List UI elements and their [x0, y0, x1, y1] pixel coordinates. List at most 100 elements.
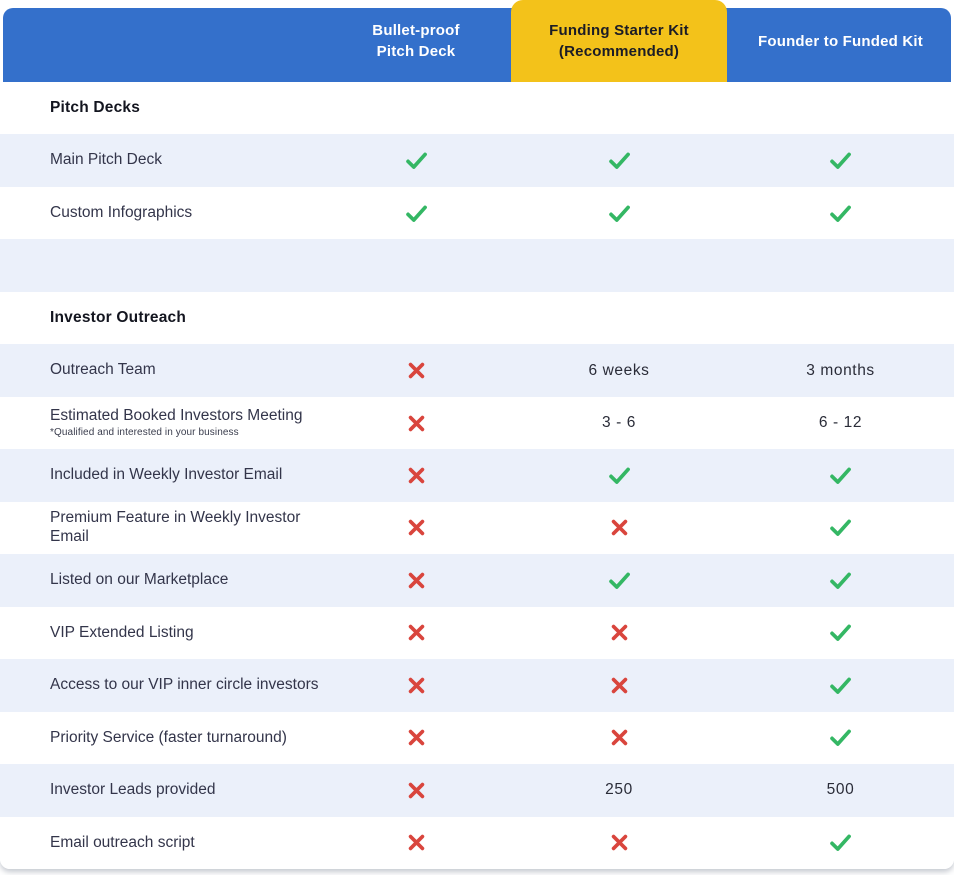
- feature-value-cell: [511, 833, 727, 852]
- feature-row: Investor Leads provided 250 500: [0, 764, 954, 817]
- feature-value-cell: [727, 200, 954, 227]
- feature-row: Outreach Team 6 weeks 3 months: [0, 344, 954, 397]
- recommended-plan-tab: [511, 0, 727, 82]
- feature-label-cell: Included in Weekly Investor Email: [0, 466, 321, 485]
- feature-value-cell: 6 - 12: [727, 414, 954, 432]
- cross-icon: [407, 571, 426, 590]
- feature-value-cell: [727, 147, 954, 174]
- feature-label: Priority Service (faster turnaround): [50, 728, 287, 746]
- plan-column-header-founder-to-funded-kit: Founder to Funded Kit: [757, 32, 923, 50]
- check-icon: [606, 147, 633, 174]
- cross-icon: [407, 361, 426, 380]
- feature-value-cell: [321, 414, 511, 433]
- check-icon: [403, 147, 430, 174]
- feature-value-text: 3 months: [806, 361, 875, 379]
- feature-value-cell: 6 weeks: [511, 362, 727, 380]
- feature-value-cell: [727, 462, 954, 489]
- feature-label-cell: Investor Leads provided: [0, 781, 321, 800]
- cross-icon: [407, 518, 426, 537]
- feature-value-cell: [511, 518, 727, 537]
- feature-value-cell: [511, 623, 727, 642]
- check-icon: [827, 462, 854, 489]
- feature-value-text: 250: [605, 781, 633, 799]
- section-title-row: Pitch Decks: [0, 82, 954, 135]
- feature-value-cell: 500: [727, 781, 954, 799]
- feature-label-cell: VIP Extended Listing: [0, 624, 321, 643]
- feature-sublabel: *Qualified and interested in your busine…: [50, 427, 239, 439]
- header-background-bar: [3, 8, 951, 82]
- feature-label-cell: Outreach Team: [0, 361, 321, 380]
- feature-value-cell: [727, 619, 954, 646]
- feature-value-cell: [321, 676, 511, 695]
- feature-value-cell: [321, 200, 511, 227]
- feature-row: Custom Infographics: [0, 186, 954, 240]
- section-title: Pitch Decks: [50, 98, 141, 116]
- cross-icon: [610, 676, 629, 695]
- feature-row: Included in Weekly Investor Email: [0, 449, 954, 502]
- feature-value-cell: [321, 518, 511, 537]
- feature-label: Included in Weekly Investor Email: [50, 466, 283, 484]
- cross-icon: [610, 728, 629, 747]
- feature-value-cell: [511, 147, 727, 174]
- cross-icon: [407, 676, 426, 695]
- cross-icon: [610, 518, 629, 537]
- feature-value-cell: [321, 571, 511, 590]
- check-icon: [827, 200, 854, 227]
- feature-label-cell: Access to our VIP inner circle investors: [0, 676, 321, 695]
- feature-value-cell: 3 - 6: [511, 414, 727, 432]
- plan-column-header-funding-starter-kit: Funding Starter Kit (Recommended): [549, 22, 689, 60]
- cross-icon: [610, 833, 629, 852]
- feature-value-cell: 250: [511, 781, 727, 799]
- check-icon: [403, 200, 430, 227]
- check-icon: [827, 724, 854, 751]
- feature-label-cell: Listed on our Marketplace: [0, 571, 321, 590]
- feature-label-cell: Email outreach script: [0, 834, 321, 853]
- spacer-row: [0, 239, 954, 292]
- plan-header-row: Bullet-proof Pitch Deck Funding Starter …: [0, 0, 954, 82]
- feature-value-cell: [321, 833, 511, 852]
- check-icon: [606, 567, 633, 594]
- feature-value-cell: [727, 672, 954, 699]
- feature-value-cell: [727, 829, 954, 856]
- feature-row: Access to our VIP inner circle investors: [0, 659, 954, 712]
- feature-label: Access to our VIP inner circle investors: [50, 676, 319, 694]
- feature-label-cell: Premium Feature in Weekly Investor Email: [0, 509, 321, 546]
- feature-label: VIP Extended Listing: [50, 623, 194, 641]
- feature-value-cell: [511, 728, 727, 747]
- feature-row: Main Pitch Deck: [0, 134, 954, 187]
- feature-rows: Pitch Decks Main Pitch Deck Custom Infogr…: [0, 82, 954, 869]
- check-icon: [827, 147, 854, 174]
- feature-label-cell: Main Pitch Deck: [0, 151, 321, 170]
- feature-label-cell: Custom Infographics: [0, 204, 321, 223]
- feature-column-spacer: [0, 0, 321, 82]
- check-icon: [827, 829, 854, 856]
- feature-row: Estimated Booked Investors Meeting *Quali…: [0, 396, 954, 450]
- feature-value-cell: [727, 567, 954, 594]
- feature-label: Main Pitch Deck: [50, 151, 162, 169]
- feature-value-cell: [321, 466, 511, 485]
- check-icon: [827, 619, 854, 646]
- feature-row: Email outreach script: [0, 816, 954, 869]
- feature-label: Investor Leads provided: [50, 781, 216, 799]
- feature-value-cell: 3 months: [727, 362, 954, 380]
- feature-row: Premium Feature in Weekly Investor Email: [0, 501, 954, 555]
- check-icon: [827, 672, 854, 699]
- feature-value-cell: [321, 728, 511, 747]
- check-icon: [606, 200, 633, 227]
- feature-value-cell: [727, 514, 954, 541]
- feature-value-cell: [727, 724, 954, 751]
- cross-icon: [407, 833, 426, 852]
- section-title-row: Investor Outreach: [0, 291, 954, 345]
- feature-row: Listed on our Marketplace: [0, 554, 954, 607]
- cross-icon: [407, 781, 426, 800]
- feature-value-cell: [321, 623, 511, 642]
- feature-value-cell: [511, 676, 727, 695]
- feature-label: Custom Infographics: [50, 203, 193, 221]
- feature-value-cell: [511, 462, 727, 489]
- feature-value-cell: [511, 567, 727, 594]
- feature-value-cell: [321, 361, 511, 380]
- feature-value-text: 6 - 12: [818, 414, 863, 432]
- feature-value-cell: [321, 781, 511, 800]
- feature-row: VIP Extended Listing: [0, 606, 954, 660]
